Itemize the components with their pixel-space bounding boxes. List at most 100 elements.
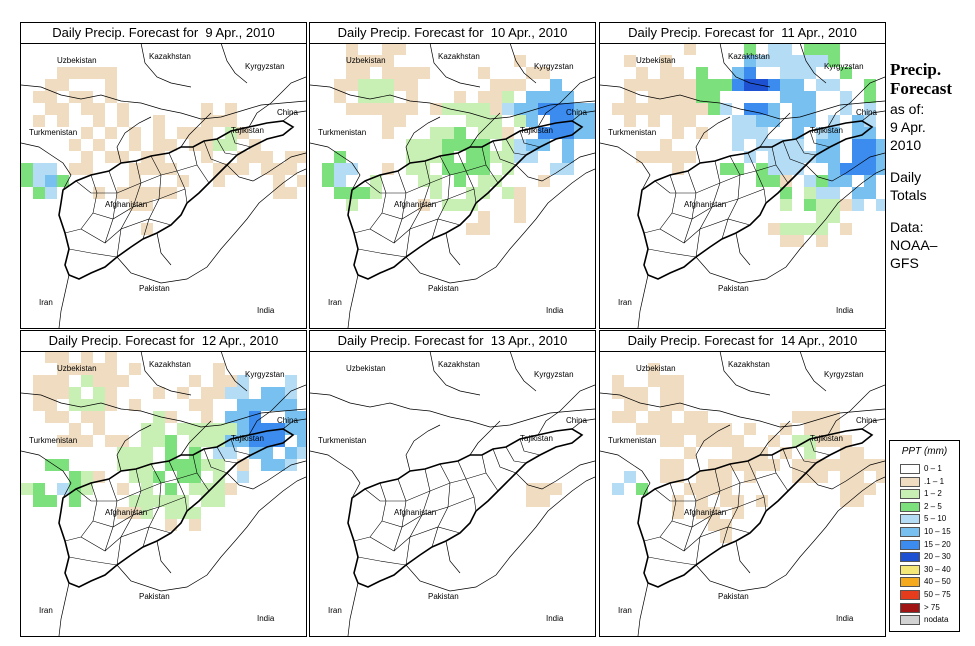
precip-cell	[406, 139, 418, 151]
precip-cell	[201, 399, 213, 411]
province-border	[481, 454, 499, 492]
precip-cell	[538, 495, 550, 507]
map-label-india: India	[546, 306, 564, 315]
precip-cell	[117, 507, 129, 519]
province-border	[643, 536, 661, 542]
data-line1: Data:	[890, 219, 924, 235]
country-border	[861, 418, 885, 430]
precip-cell	[660, 387, 672, 399]
precip-cell	[696, 79, 708, 91]
precip-cell	[153, 435, 165, 447]
precip-cell	[273, 399, 285, 411]
precip-cell	[358, 103, 370, 115]
precip-cell	[105, 435, 117, 447]
country-border	[759, 420, 791, 456]
precip-cell	[189, 399, 201, 411]
province-border	[357, 248, 407, 258]
precip-cell	[744, 127, 756, 139]
precip-cell	[624, 91, 636, 103]
precip-cell	[57, 67, 69, 79]
precip-cell	[816, 151, 828, 163]
precip-cell	[117, 115, 129, 127]
precip-cell	[780, 151, 792, 163]
precip-cell	[612, 387, 624, 399]
precip-cell	[804, 175, 816, 187]
precip-cell	[454, 127, 466, 139]
province-border	[659, 218, 751, 244]
precip-cell	[117, 435, 129, 447]
precip-cell	[768, 163, 780, 175]
province-border	[492, 140, 517, 166]
country-border	[180, 420, 212, 456]
precip-cell	[636, 67, 648, 79]
precip-cell	[189, 375, 201, 387]
map-label-kyrgyzstan: Kyrgyzstan	[245, 62, 285, 71]
legend-label: 40 – 50	[924, 577, 951, 587]
map-label-kyrgyzstan: Kyrgyzstan	[534, 62, 574, 71]
precip-cell	[237, 387, 249, 399]
precip-cell	[418, 163, 430, 175]
precip-cell	[430, 175, 442, 187]
precip-cell	[490, 151, 502, 163]
precip-cell	[696, 411, 708, 423]
map-label-india: India	[836, 614, 854, 623]
precip-cell	[660, 55, 672, 67]
precip-cell	[660, 423, 672, 435]
precip-cell	[636, 387, 648, 399]
precip-cell	[201, 495, 213, 507]
map-label-kyrgyzstan: Kyrgyzstan	[245, 370, 285, 379]
panel-title: Daily Precip. Forecast for 13 Apr., 2010	[310, 331, 595, 352]
precip-cell	[105, 127, 117, 139]
precip-cell	[261, 447, 273, 459]
precip-cell	[672, 375, 684, 387]
precip-cell	[153, 495, 165, 507]
precip-cell	[744, 447, 756, 459]
precip-cell	[382, 55, 394, 67]
precip-cell	[213, 483, 225, 495]
precip-cell	[514, 151, 526, 163]
precip-cell	[358, 187, 370, 199]
precip-cell	[201, 151, 213, 163]
precip-cell	[21, 483, 33, 495]
province-border	[369, 174, 387, 230]
precip-cell	[612, 483, 624, 495]
precip-cell	[81, 127, 93, 139]
province-border	[92, 188, 186, 220]
province-border	[168, 152, 188, 204]
province-border	[431, 463, 451, 548]
precip-cell	[105, 363, 117, 375]
precip-cell	[129, 399, 141, 411]
precip-cell	[177, 127, 189, 139]
precip-cell	[382, 79, 394, 91]
country-border	[469, 112, 501, 148]
precip-cell	[768, 79, 780, 91]
precip-cell	[153, 411, 165, 423]
precip-cell	[624, 103, 636, 115]
precip-cell	[406, 67, 418, 79]
precip-cell	[45, 103, 57, 115]
province-border	[369, 482, 387, 538]
precip-cell	[129, 495, 141, 507]
precip-cell	[273, 175, 285, 187]
precip-cell	[828, 55, 840, 67]
province-border	[75, 180, 97, 194]
country-border	[310, 392, 595, 428]
province-border	[747, 152, 767, 204]
legend-label: nodata	[924, 615, 949, 625]
precip-cell	[358, 67, 370, 79]
country-border	[571, 110, 595, 122]
province-border	[782, 140, 807, 166]
precip-cell	[574, 103, 586, 115]
precip-cell	[672, 423, 684, 435]
precip-cell	[141, 447, 153, 459]
precip-cell	[141, 471, 153, 483]
province-border	[683, 170, 697, 244]
precip-cell	[165, 519, 177, 531]
precip-cell	[550, 483, 562, 495]
province-border	[104, 170, 118, 244]
afghanistan-border	[637, 428, 874, 588]
country-border	[21, 450, 72, 499]
precip-cell	[129, 447, 141, 459]
precip-cell	[45, 387, 57, 399]
legend-label: 30 – 40	[924, 564, 951, 574]
